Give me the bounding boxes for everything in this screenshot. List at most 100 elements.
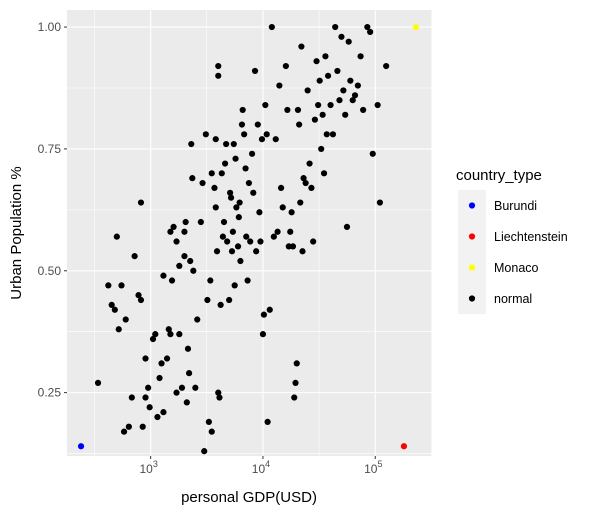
y-tick-label: 0.25 — [38, 386, 62, 400]
data-point-normal — [189, 175, 196, 182]
data-point-normal — [296, 121, 303, 128]
data-point-normal — [320, 170, 328, 177]
data-point-normal — [125, 423, 132, 430]
data-point-normal — [170, 223, 177, 231]
data-point-normal — [216, 394, 223, 401]
data-point-normal — [142, 394, 149, 401]
data-point-normal — [327, 101, 334, 109]
data-point-normal — [105, 282, 112, 289]
legend: country_type Burundi Liechtenstein Monaco n… — [456, 167, 568, 314]
data-point-normal — [215, 389, 222, 396]
data-point-normal — [187, 257, 194, 265]
x-axis: 103 104 105 — [139, 456, 382, 476]
data-point-normal — [374, 101, 381, 109]
data-point-normal — [235, 214, 242, 221]
data-point-normal — [176, 262, 183, 269]
data-point-normal — [224, 238, 231, 245]
data-point-normal — [357, 53, 364, 60]
legend-entries: Burundi Liechtenstein Monaco normal — [458, 190, 568, 314]
data-points — [77, 23, 419, 455]
data-point-normal — [364, 23, 371, 31]
data-point-normal — [215, 62, 222, 70]
data-point-normal — [156, 374, 163, 382]
data-point-normal — [277, 184, 285, 192]
data-point-normal — [367, 28, 374, 36]
data-point-normal — [211, 184, 218, 192]
data-point-normal — [347, 77, 354, 84]
legend-label-normal: normal — [494, 292, 532, 306]
data-point-normal — [181, 253, 188, 260]
data-point-normal — [242, 165, 249, 172]
data-point-normal — [167, 331, 174, 338]
data-point-monaco — [412, 23, 419, 31]
data-point-normal — [241, 131, 248, 138]
data-point-normal — [332, 23, 339, 31]
data-point-normal — [329, 131, 337, 138]
data-point-normal — [146, 404, 153, 411]
data-point-normal — [183, 399, 190, 406]
data-point-normal — [306, 160, 313, 167]
data-point-normal — [282, 62, 289, 70]
data-point-normal — [297, 199, 304, 206]
data-point-normal — [266, 306, 273, 313]
data-point-normal — [160, 409, 167, 416]
data-point-normal — [217, 301, 224, 308]
data-point-normal — [208, 428, 215, 435]
data-point-normal — [137, 199, 145, 206]
data-point-normal — [315, 101, 322, 109]
data-point-normal — [149, 335, 157, 343]
legend-marker-normal — [468, 295, 476, 302]
data-point-normal — [270, 233, 277, 240]
data-point-normal — [204, 296, 211, 304]
legend-label-monaco: Monaco — [494, 261, 539, 275]
data-point-normal — [345, 38, 352, 45]
data-point-normal — [351, 92, 359, 99]
data-point-normal — [202, 131, 209, 138]
data-point-normal — [228, 248, 236, 255]
data-point-normal — [122, 316, 129, 323]
data-point-normal — [158, 360, 165, 367]
data-point-normal — [194, 316, 201, 323]
data-point-normal — [251, 67, 259, 75]
data-point-normal — [167, 228, 174, 235]
data-point-normal — [232, 155, 239, 162]
data-point-normal — [304, 87, 311, 94]
data-point-normal — [289, 243, 297, 250]
data-point-normal — [182, 218, 189, 226]
x-tick-label: 104 — [252, 459, 270, 476]
data-point-normal — [291, 394, 298, 401]
grid-major — [67, 10, 432, 456]
data-point-normal — [173, 238, 180, 245]
data-point-normal — [226, 296, 233, 304]
data-point-normal — [192, 384, 199, 391]
data-point-normal — [201, 448, 208, 455]
x-tick-label: 103 — [139, 459, 157, 476]
data-point-normal — [253, 248, 260, 255]
data-point-normal — [254, 121, 261, 128]
data-point-burundi — [77, 443, 85, 450]
data-point-normal — [137, 296, 145, 304]
data-point-normal — [131, 253, 138, 260]
data-point-normal — [181, 228, 188, 235]
data-point-normal — [173, 389, 180, 396]
data-point-normal — [238, 121, 246, 128]
data-point-normal — [168, 277, 176, 284]
data-point-normal — [231, 282, 238, 289]
data-point-normal — [334, 67, 341, 75]
data-point-normal — [212, 204, 219, 211]
data-point-normal — [221, 160, 229, 167]
data-point-normal — [154, 413, 161, 421]
data-point-normal — [294, 106, 302, 114]
data-point-normal — [163, 355, 171, 362]
data-point-normal — [262, 101, 269, 109]
data-point-normal — [318, 145, 325, 153]
data-point-normal — [236, 199, 243, 206]
legend-marker-monaco — [468, 264, 476, 271]
data-point-normal — [260, 311, 268, 318]
data-point-normal — [145, 384, 152, 391]
data-point-normal — [186, 370, 193, 377]
data-point-normal — [118, 282, 125, 289]
data-point-normal — [284, 106, 291, 114]
data-point-normal — [237, 257, 244, 265]
data-point-normal — [199, 179, 206, 187]
